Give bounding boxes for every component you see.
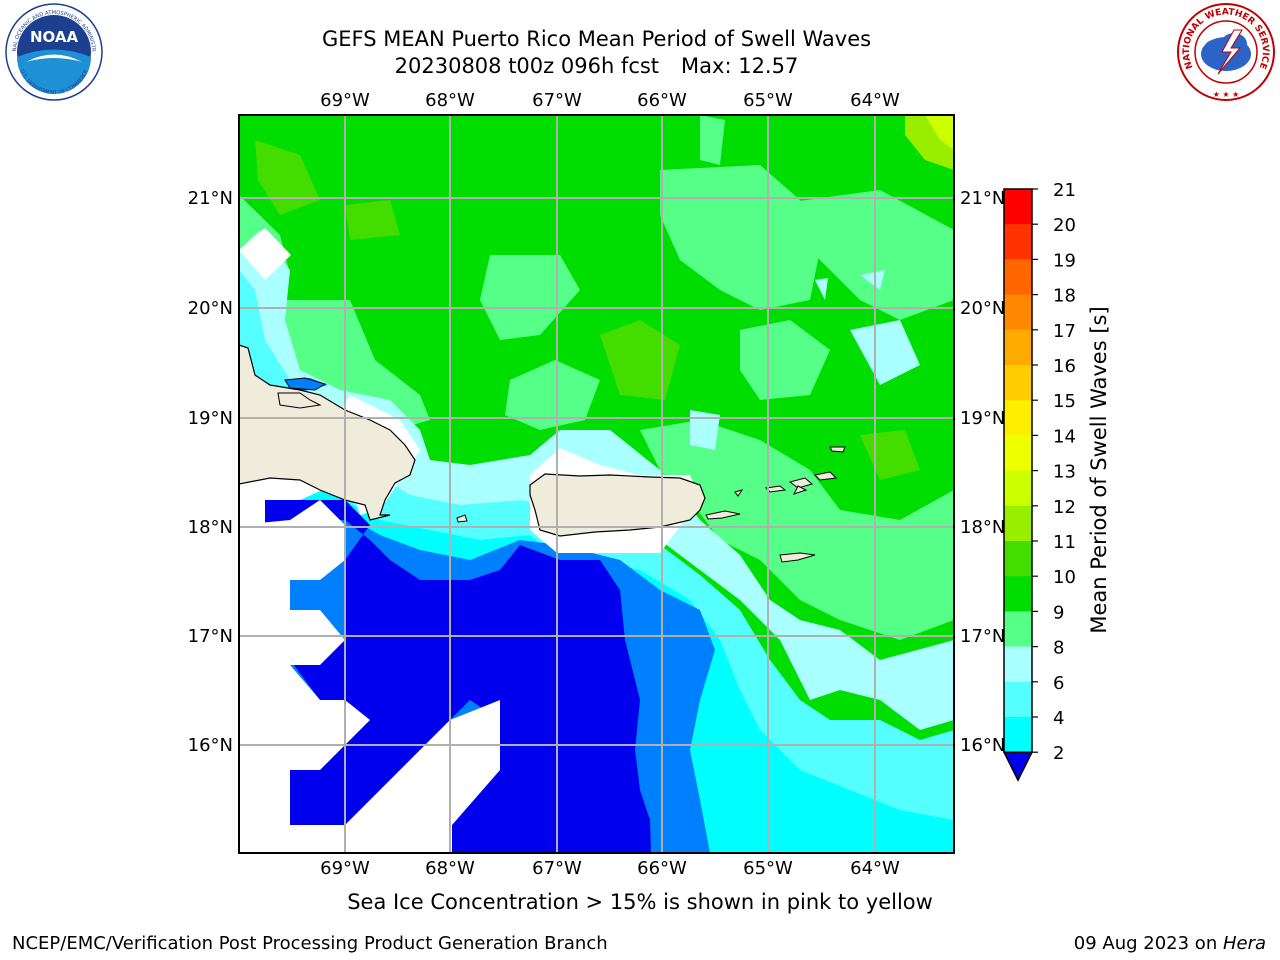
colorbar-tick-label: 8 xyxy=(1053,638,1064,659)
colorbar-segment xyxy=(1004,224,1032,260)
colorbar-tick-label: 13 xyxy=(1053,462,1076,483)
lon-label-bottom: 67°W xyxy=(532,858,582,879)
colorbar-tick-label: 9 xyxy=(1053,602,1064,623)
colorbar-segment xyxy=(1004,576,1032,612)
colorbar-segment xyxy=(1004,717,1032,753)
colorbar-tick-label: 21 xyxy=(1053,180,1076,201)
colorbar-segment xyxy=(1004,189,1032,225)
lon-label-bottom: 65°W xyxy=(743,858,793,879)
map-title: GEFS MEAN Puerto Rico Mean Period of Swe… xyxy=(321,27,872,51)
colorbar-segment xyxy=(1004,611,1032,648)
map-subtitle: 20230808 t00z 096h fcst Max: 12.57 xyxy=(0,54,1193,78)
run-time: 20230808 t00z 096h fcst xyxy=(394,54,660,78)
colorbar: 21 20 19 18 17 16 15 14 13 12 11 10 9 8 6 4 2 xyxy=(1002,180,1076,782)
colorbar-segment xyxy=(1004,435,1032,472)
colorbar-tick-label: 16 xyxy=(1053,356,1076,377)
lon-label-top: 67°W xyxy=(532,90,582,111)
lon-label-top: 69°W xyxy=(320,90,370,111)
colorbar-tick-label: 20 xyxy=(1053,215,1076,236)
colorbar-tick-label: 17 xyxy=(1053,321,1076,342)
hispaniola-land xyxy=(239,344,416,521)
lon-label-top: 65°W xyxy=(743,90,793,111)
colorbar-segment xyxy=(1004,259,1032,296)
colorbar-tick-label: 15 xyxy=(1053,391,1076,412)
colorbar-tick-label: 14 xyxy=(1053,426,1076,447)
lon-label-bottom: 64°W xyxy=(850,858,900,879)
footer-host: Hera xyxy=(1222,933,1266,954)
lon-label-bottom: 66°W xyxy=(637,858,687,879)
noaa-logo: NOAA NATIONAL OCEANIC AND ATMOSPHERIC AD… xyxy=(4,2,103,101)
lat-label-right: 19°N xyxy=(960,408,1005,429)
colorbar-segment xyxy=(1004,505,1032,542)
lat-label-right: 18°N xyxy=(960,517,1005,538)
lat-label-left: 19°N xyxy=(188,408,233,429)
colorbar-segment xyxy=(1004,470,1032,507)
plot-frame xyxy=(238,114,955,854)
colorbar-tick-label: 10 xyxy=(1053,567,1076,588)
colorbar-tick-label: 6 xyxy=(1053,673,1064,694)
lon-label-bottom: 69°W xyxy=(320,858,370,879)
lon-label-top: 64°W xyxy=(850,90,900,111)
svg-text:★ ★ ★: ★ ★ ★ xyxy=(1213,90,1240,99)
lon-label-bottom: 68°W xyxy=(425,858,475,879)
colorbar-segment xyxy=(1004,681,1032,718)
lon-label-top: 68°W xyxy=(425,90,475,111)
colorbar-segment xyxy=(1004,365,1032,401)
colorbar-tick-label: 11 xyxy=(1053,532,1076,553)
nws-logo: NATIONAL WEATHER SERVICE ★ ★ ★ xyxy=(1177,3,1275,101)
colorbar-extend-arrow xyxy=(1002,751,1034,782)
colorbar-tick-label: 4 xyxy=(1053,708,1064,729)
colorbar-segment xyxy=(1004,541,1032,577)
lat-label-left: 20°N xyxy=(188,298,233,319)
lat-label-right: 21°N xyxy=(960,188,1005,209)
colorbar-tick-label: 18 xyxy=(1053,286,1076,307)
lon-label-top: 66°W xyxy=(637,90,687,111)
sea-ice-note: Sea Ice Concentration > 15% is shown in … xyxy=(347,890,933,914)
lat-label-right: 16°N xyxy=(960,735,1005,756)
contour-field xyxy=(239,115,954,853)
gridlines xyxy=(239,115,954,853)
max-value: Max: 12.57 xyxy=(681,54,799,78)
lat-label-right: 20°N xyxy=(960,298,1005,319)
footer-date: 09 Aug 2023 on Hera xyxy=(1073,933,1266,954)
lat-label-left: 21°N xyxy=(188,188,233,209)
colorbar-segment xyxy=(1004,400,1032,436)
noaa-logo-text: NOAA xyxy=(30,28,79,46)
colorbar-segment xyxy=(1004,294,1032,331)
lat-label-left: 16°N xyxy=(188,735,233,756)
colorbar-segment xyxy=(1004,646,1032,683)
lat-label-right: 17°N xyxy=(960,626,1005,647)
colorbar-tick-label: 19 xyxy=(1053,250,1076,271)
colorbar-segment xyxy=(1004,329,1032,366)
lat-label-left: 17°N xyxy=(188,626,233,647)
colorbar-label: Mean Period of Swell Waves [s] xyxy=(1087,306,1111,633)
footer-branch: NCEP/EMC/Verification Post Processing Pr… xyxy=(12,933,608,954)
colorbar-tick-label: 12 xyxy=(1053,497,1076,518)
colorbar-tick-label: 2 xyxy=(1053,743,1064,764)
lat-label-left: 18°N xyxy=(188,517,233,538)
